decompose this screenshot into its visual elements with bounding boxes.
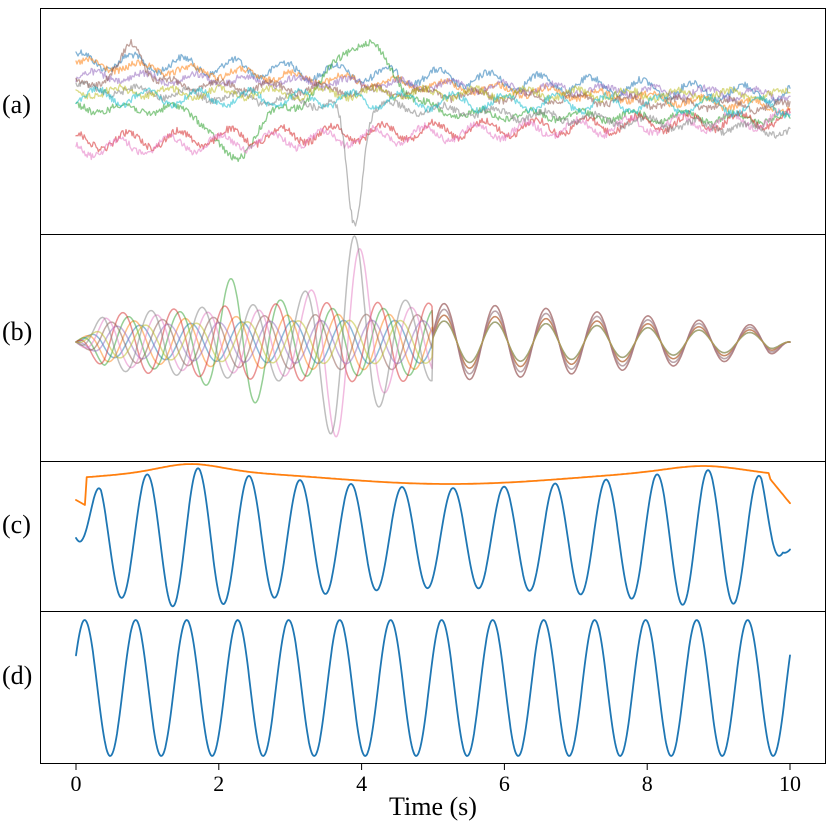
x-tick-label-0: 0 [71, 771, 82, 796]
x-tick-label-4: 8 [642, 771, 653, 796]
panel-d-label: (d) [2, 661, 32, 690]
panel-a-series-4 [75, 67, 791, 103]
panel-b-series-8 [75, 319, 791, 365]
panel-a-series-8 [75, 83, 791, 104]
panel-b-label: (b) [2, 317, 32, 346]
panel-a-series-6 [75, 108, 791, 161]
panel-a-series-9 [75, 86, 791, 119]
panel-b-traces [75, 235, 791, 438]
panel-c-label: (c) [2, 510, 31, 539]
panel-c-traces [75, 463, 791, 608]
panel-a-series-2 [75, 39, 791, 163]
x-tick-label-3: 6 [499, 771, 510, 796]
panel-a-series-3 [75, 108, 791, 153]
panel-d-frame [40, 611, 826, 764]
x-tick-label-5: 10 [779, 771, 801, 796]
panel-a-series-5 [75, 38, 791, 115]
panel-a-traces [75, 38, 791, 227]
panel-d-traces [75, 619, 791, 757]
panel-d-sinusoid [75, 619, 791, 757]
panel-c-oscillation [75, 467, 791, 608]
x-tick-label-2: 4 [356, 771, 367, 796]
x-axis-label: Time (s) [389, 792, 477, 821]
x-tick-label-1: 2 [213, 771, 224, 796]
panel-c-envelope [75, 463, 791, 506]
panel-a-label: (a) [2, 90, 31, 119]
x-axis: 0 2 4 6 8 10 [71, 764, 801, 796]
panel-b-series-7 [75, 235, 791, 435]
